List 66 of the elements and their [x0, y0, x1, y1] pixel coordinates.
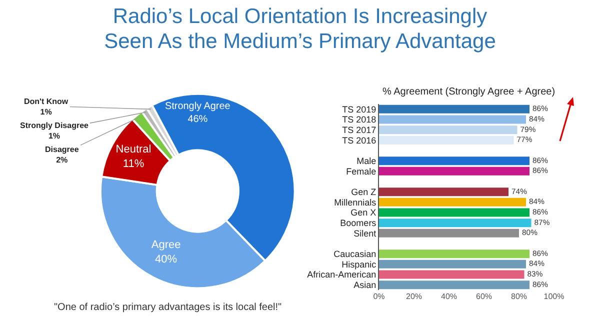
y-tick-label: Gen Z — [351, 186, 377, 197]
bar — [379, 136, 514, 144]
data-label: 40% — [155, 253, 178, 266]
bar — [379, 198, 526, 206]
data-label: 86% — [532, 104, 548, 114]
bar — [379, 218, 532, 228]
bar — [379, 156, 530, 166]
data-label: 74% — [512, 186, 528, 196]
y-tick-label: TS 2018 — [342, 114, 376, 125]
data-label: 83% — [527, 269, 543, 278]
data-label: 86% — [532, 280, 548, 289]
data-label: 77% — [516, 135, 532, 144]
x-tick-label: 80% — [510, 292, 528, 301]
bar — [379, 115, 526, 124]
y-tick-label: TS 2016 — [342, 135, 376, 146]
y-tick-label: TS 2019 — [342, 104, 376, 114]
data-label: 86% — [532, 248, 548, 258]
chart-title: % Agreement (Strongly Agree + Agree) — [382, 86, 556, 98]
slice-label: Strongly Disagree — [20, 121, 90, 130]
data-label: 84% — [529, 114, 545, 124]
slice-label: Agree — [151, 239, 181, 252]
bar — [379, 228, 519, 238]
data-label: 79% — [520, 124, 536, 134]
y-tick-label: Caucasian — [334, 248, 376, 259]
data-label: 86% — [532, 166, 548, 176]
y-tick-label: Hispanic — [342, 259, 377, 270]
data-label: 46% — [188, 114, 208, 125]
y-tick-label: Male — [356, 156, 376, 166]
x-tick-label: 20% — [406, 292, 422, 301]
y-tick-label: Gen X — [350, 208, 376, 218]
bar — [379, 188, 508, 196]
slice-label: Disagree — [45, 145, 80, 154]
x-tick-label: 100% — [544, 292, 564, 301]
y-tick-label: Asian — [354, 280, 376, 290]
y-tick-label: Boomers — [340, 218, 377, 228]
data-label: 86% — [532, 207, 548, 216]
data-label: 2% — [56, 155, 68, 164]
data-label: 1% — [48, 131, 60, 140]
y-tick-label: Millennials — [334, 197, 377, 208]
data-label: 84% — [529, 197, 545, 206]
bar — [379, 208, 530, 217]
slice-label: Neutral — [116, 144, 152, 156]
bar — [379, 270, 524, 279]
x-tick-label: 0% — [373, 292, 385, 301]
data-label: 11% — [122, 158, 144, 170]
data-label: 86% — [532, 156, 548, 165]
bar — [379, 250, 530, 258]
y-tick-label: African-American — [307, 270, 376, 280]
x-tick-label: 40% — [440, 292, 458, 301]
data-label: 1% — [40, 107, 52, 116]
data-label: 87% — [534, 218, 550, 227]
bar — [379, 260, 526, 268]
y-tick-label: Silent — [354, 228, 377, 238]
y-tick-label: Female — [346, 166, 376, 176]
bar — [379, 126, 518, 134]
bar — [379, 166, 530, 176]
data-label: 80% — [522, 228, 538, 238]
text: "One of radio’s primary advantages is its local feel!" — [54, 302, 282, 313]
x-tick-label: 60% — [476, 292, 492, 301]
slice-label: Don't Know — [24, 97, 69, 106]
y-tick-label: TS 2017 — [342, 124, 376, 135]
chart-title: Radio’s Local Orientation Is Increasingly Seen As the Medium’s Primary Advantage — [103, 4, 497, 54]
data-label: 84% — [529, 259, 545, 268]
bar — [379, 104, 530, 114]
slice-label: Strongly Agree — [165, 100, 231, 112]
bar — [379, 280, 530, 290]
